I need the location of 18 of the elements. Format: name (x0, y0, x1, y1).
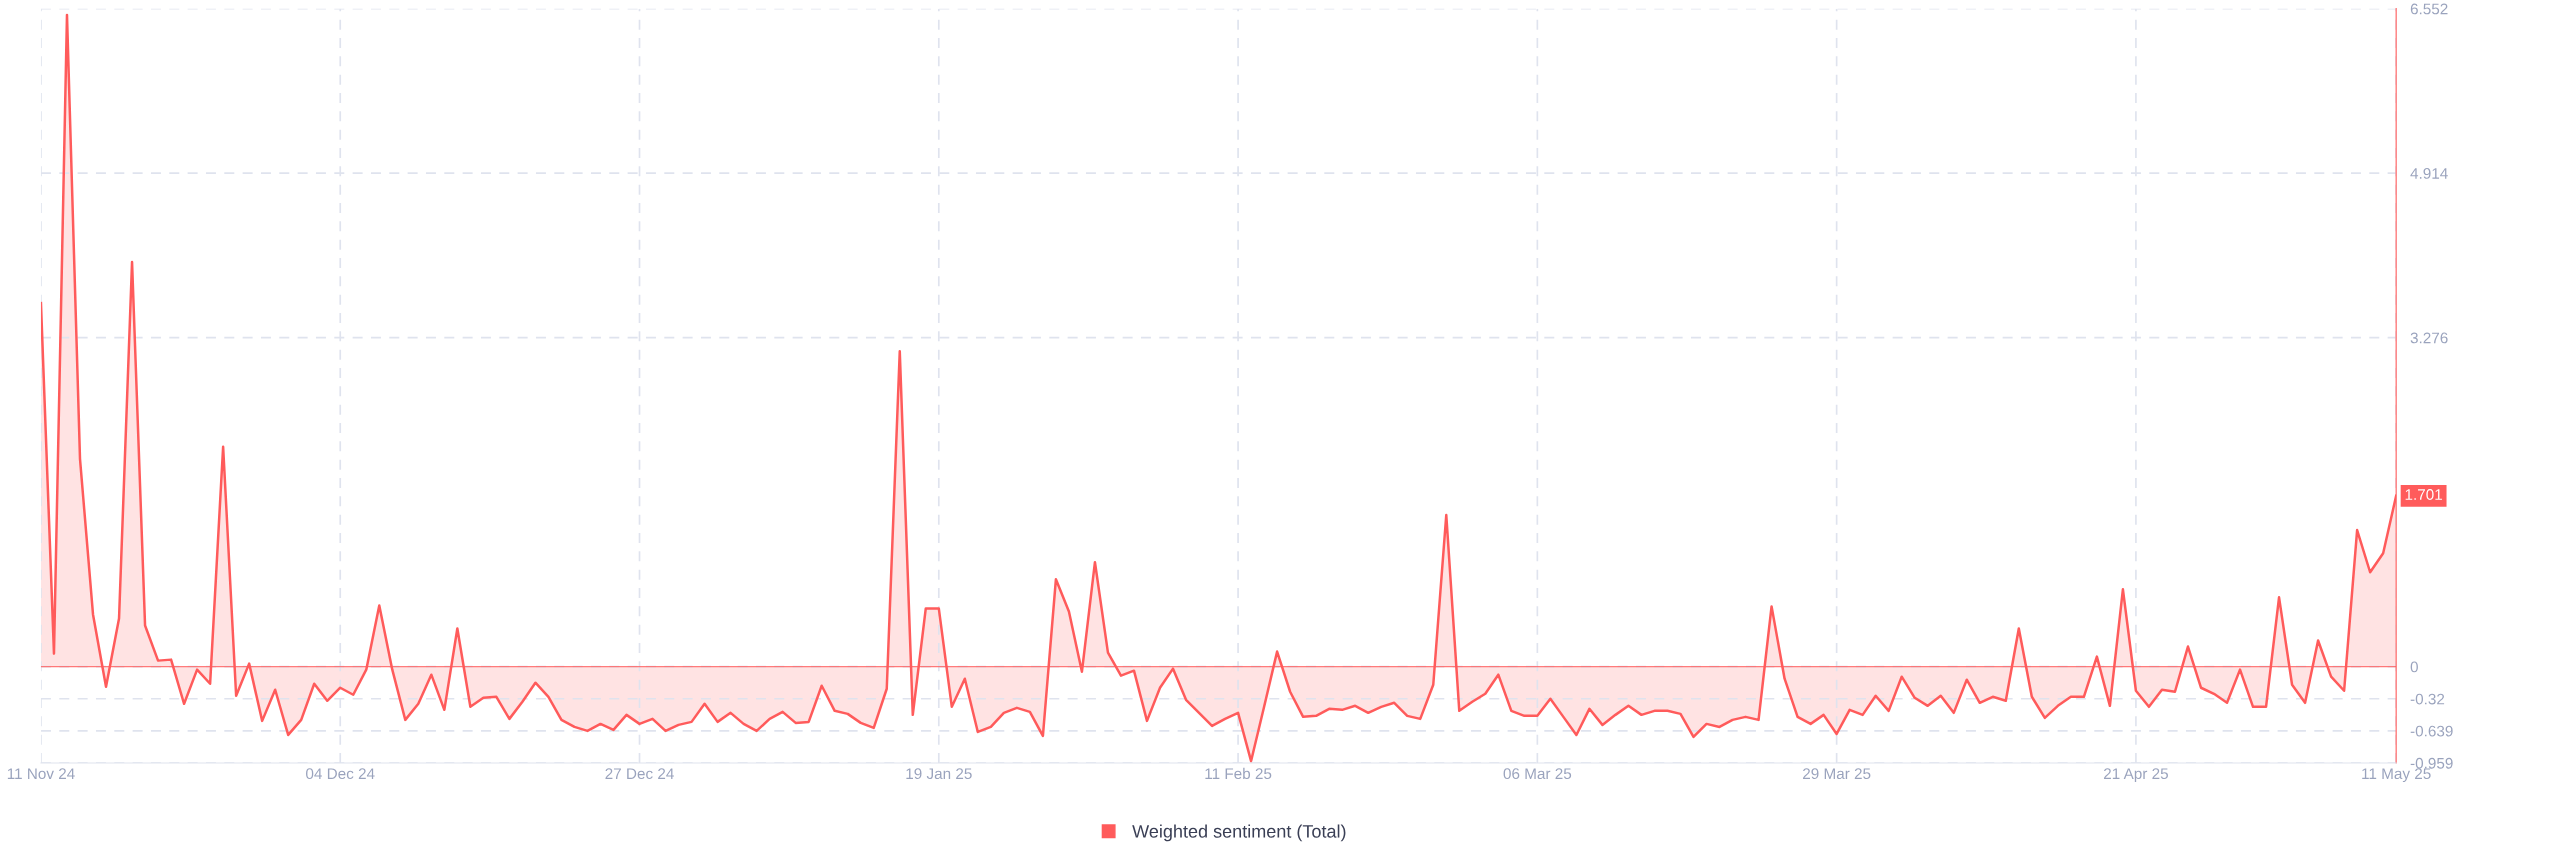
y-tick-label: 4.914 (2410, 168, 2448, 179)
x-tick-label: 21 Apr 25 (2103, 768, 2168, 783)
y-tick-label: 0 (2410, 661, 2418, 673)
y-tick-label: -0.32 (2410, 693, 2445, 705)
x-tick-label: 19 Jan 25 (906, 768, 972, 780)
x-tick-label: 27 Dec 24 (605, 768, 674, 780)
x-tick-label: 29 Mar 25 (1803, 768, 1871, 780)
x-tick-label: 04 Dec 24 (306, 768, 375, 780)
y-tick-label: -0.959 (2410, 757, 2453, 769)
y-tick-label: 3.276 (2410, 332, 2448, 344)
x-tick-label: 06 Mar 25 (1503, 768, 1572, 780)
data-label: 1.701 (2405, 489, 2442, 500)
x-tick-label: 11 Feb 25 (1205, 767, 1272, 780)
x-tick-label: 11 May 25 (2362, 768, 2431, 783)
y-tick-label: 6.552 (2410, 3, 2448, 15)
y-tick-label: -0.639 (2410, 725, 2453, 737)
x-tick-label: 11 Nov 24 (7, 768, 75, 780)
legend-label: Weighted sentiment (Total) (1132, 824, 1346, 842)
